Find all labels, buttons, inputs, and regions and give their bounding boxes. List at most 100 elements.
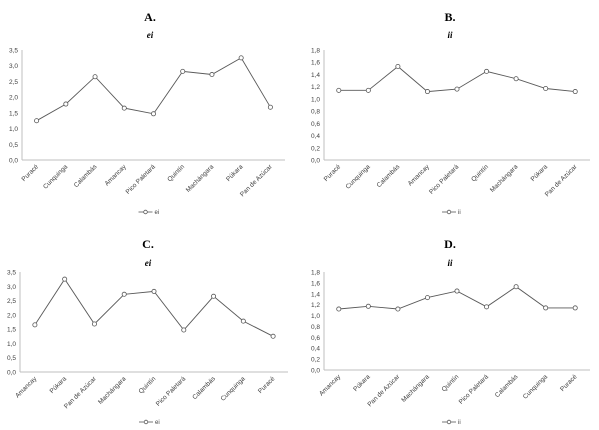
panel-letter: A.	[144, 10, 156, 24]
data-point	[454, 86, 460, 92]
legend-label: ei	[155, 420, 160, 426]
y-tick-label: 1,5	[9, 110, 18, 117]
y-tick-label: 2,5	[7, 298, 16, 305]
x-tick-label: Quintín	[138, 375, 158, 395]
y-tick-label: 0,2	[311, 357, 320, 364]
data-point	[424, 89, 430, 95]
chart-title: ii	[447, 258, 453, 268]
y-tick-label: 1,0	[7, 341, 16, 348]
y-tick-label: 0,5	[9, 142, 18, 149]
y-tick-label: 1,0	[311, 96, 320, 103]
data-point	[240, 318, 246, 324]
y-tick-label: 3,5	[7, 270, 16, 277]
y-tick-label: 2,0	[7, 312, 16, 319]
data-point	[424, 295, 430, 301]
x-tick-label: Puracé	[323, 163, 343, 183]
x-tick-label: Pan de Azúcar	[63, 375, 98, 410]
legend-marker	[143, 209, 148, 215]
panel-letter: C.	[142, 237, 154, 251]
data-point	[267, 104, 273, 110]
y-tick-label: 3,5	[9, 48, 18, 55]
chart-svg: 0,0 0,5 1,0 1,5 2,0 2,5 3,0 3,5 Puracé Cunquinga C…	[9, 48, 285, 215]
data-point	[572, 305, 578, 311]
data-point	[150, 111, 156, 117]
data-point	[32, 322, 38, 328]
data-point	[34, 118, 40, 124]
chart-title: ei	[146, 30, 154, 40]
x-tick-label: Pan de Azúcar	[366, 373, 401, 408]
y-tick-label: 1,4	[311, 291, 320, 298]
data-point	[92, 74, 98, 80]
data-point	[238, 55, 244, 61]
x-tick-label: Cunquinga	[345, 163, 372, 190]
chart-panel-c: C. ei 0,0 0,5 1,0 1,5 2,0 2,5 3,0 3,5 Amancay Púk…	[0, 215, 299, 430]
y-tick-label: 0,8	[311, 109, 320, 116]
y-tick-label: 0,6	[311, 335, 320, 342]
data-point	[365, 87, 371, 93]
x-tick-label: Quintín	[441, 373, 461, 393]
y-tick-label: 1,8	[311, 270, 320, 277]
y-tick-label: 0,5	[7, 355, 16, 362]
data-point	[484, 68, 490, 74]
data-point	[543, 86, 549, 92]
data-point	[336, 87, 342, 93]
y-tick-label: 1,0	[9, 126, 18, 133]
x-tick-label: Machángara	[489, 163, 520, 194]
x-tick-label: Cunquinga	[220, 375, 247, 402]
y-tick-label: 1,6	[311, 60, 320, 67]
y-tick-label: 0,8	[311, 324, 320, 331]
legend-marker	[446, 419, 452, 425]
y-tick-label: 1,6	[311, 280, 320, 287]
x-tick-label: Pico Paletará	[428, 163, 461, 196]
y-tick-label: 1,0	[311, 313, 320, 320]
data-point	[121, 105, 127, 111]
x-tick-label: Calambás	[494, 373, 520, 399]
x-tick-label: Pico Paletará	[458, 373, 491, 406]
y-tick-label: 3,0	[7, 284, 16, 291]
chart-svg: 0,0 0,2 0,4 0,6 0,8 1,0 1,2 1,4 1,6 1,8 Puracé Cunq…	[311, 48, 590, 215]
data-point	[365, 303, 371, 309]
y-tick-label: 1,8	[311, 48, 320, 55]
chart-svg: 0,0 0,5 1,0 1,5 2,0 2,5 3,0 3,5 Amancay PúkaraPan…	[7, 270, 288, 426]
data-point	[513, 284, 519, 290]
x-tick-label: Pico Paletará	[155, 375, 188, 408]
x-tick-label: Machángara	[185, 163, 216, 194]
legend-marker	[143, 419, 149, 425]
chart-panel-b: B. ii 0,0 0,2 0,4 0,6 0,8 1,0 1,2 1,4 1,6 1,8 Pura…	[300, 0, 599, 215]
y-tick-label: 0,4	[311, 346, 320, 353]
y-tick-label: 1,5	[7, 327, 16, 334]
x-tick-label: Púkara	[530, 163, 550, 183]
y-tick-label: 0,4	[311, 133, 320, 140]
data-point	[209, 72, 215, 78]
x-tick-label: Pan de Azúcar	[544, 163, 579, 198]
y-tick-label: 1,2	[311, 84, 320, 91]
x-tick-label: Amancay	[104, 163, 129, 188]
legend-label: ii	[458, 210, 461, 215]
series-line	[36, 57, 271, 122]
data-point	[395, 64, 401, 70]
chart-title: ei	[144, 258, 152, 268]
chart-panel-d: D. ii 0,0 0,2 0,4 0,6 0,8 1,0 1,2 1,4 1,6 1,8 Aman…	[300, 215, 599, 430]
data-point	[211, 293, 217, 299]
data-point	[336, 306, 342, 312]
x-tick-label: Quintín	[470, 163, 490, 183]
y-tick-label: 3,0	[9, 63, 18, 70]
data-point	[572, 89, 578, 95]
y-tick-label: 0,0	[311, 368, 320, 375]
data-point	[63, 101, 69, 107]
data-point	[180, 68, 186, 74]
x-tick-label: Puracé	[559, 373, 579, 393]
chart-title: ii	[447, 30, 453, 40]
y-tick-label: 0,0	[9, 158, 18, 165]
x-tick-label: Calambás	[73, 163, 99, 189]
y-tick-label: 2,0	[9, 95, 18, 102]
data-point	[181, 327, 187, 333]
panel-letter: D.	[444, 237, 456, 251]
x-tick-label: Amancay	[14, 375, 39, 400]
x-tick-label: Machángara	[400, 373, 431, 404]
x-tick-label: Pico Paletará	[125, 163, 158, 196]
data-point	[543, 305, 549, 311]
x-tick-label: Cunquinga	[522, 373, 549, 400]
chart-panel-a: A. ei 0,0 0,5 1,0 1,5 2,0 2,5 3,0 3,5 Puracé Cunq…	[0, 0, 299, 215]
data-point	[62, 276, 68, 282]
